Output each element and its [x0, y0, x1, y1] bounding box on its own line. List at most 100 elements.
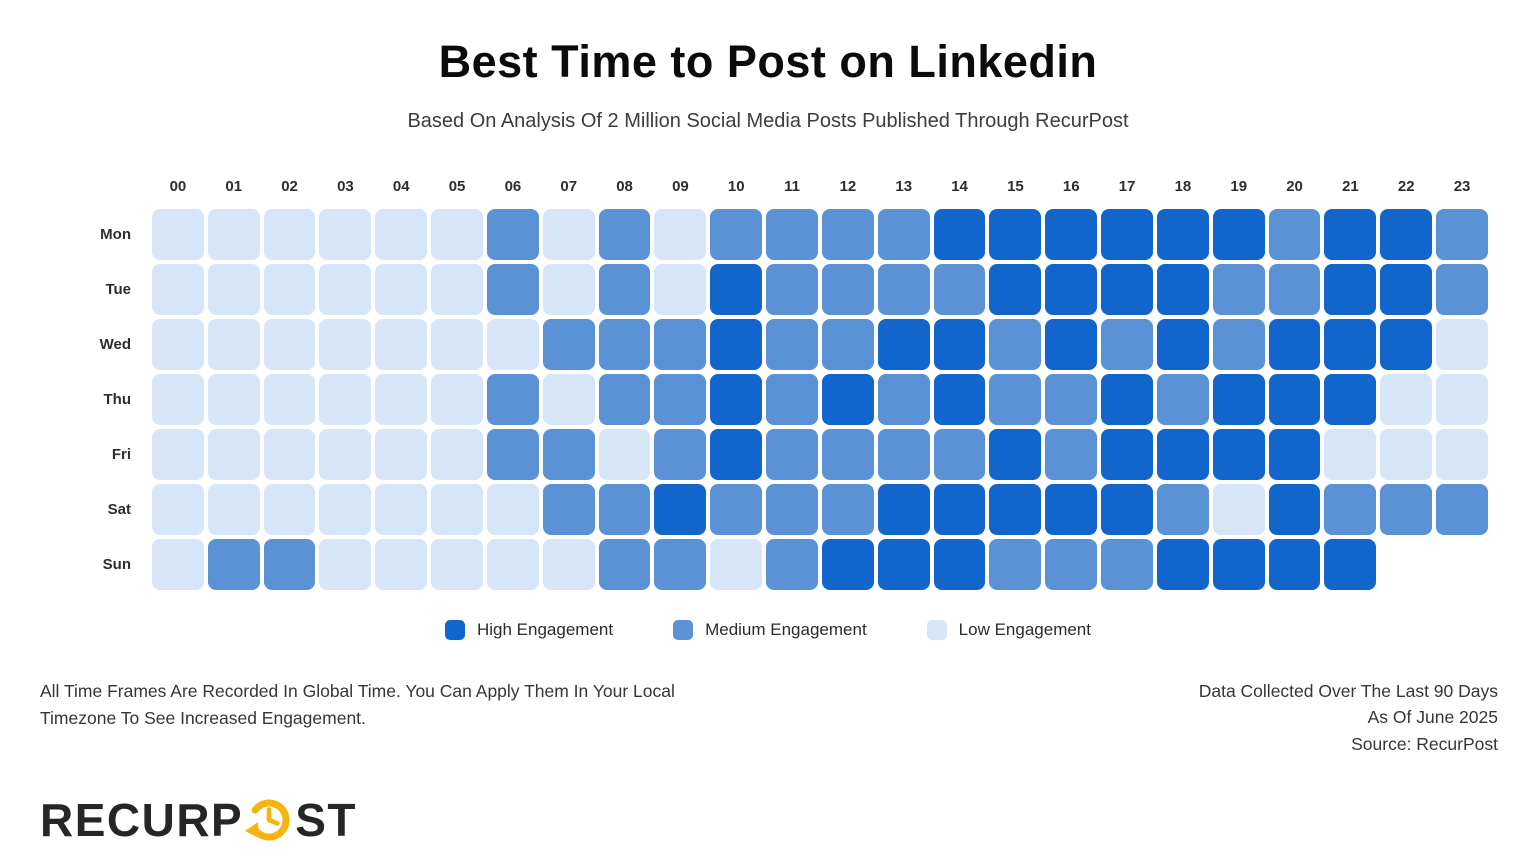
hour-label-05: 05	[448, 178, 466, 195]
legend-swatch	[926, 620, 947, 640]
hour-label-23: 23	[1453, 178, 1471, 195]
heatmap-cell-fri-21	[1324, 429, 1377, 480]
heatmap-cell-mon-04	[375, 209, 428, 260]
legend-item-low-engagement: Low Engagement	[926, 620, 1091, 640]
heatmap-cell-mon-14	[933, 209, 986, 260]
heatmap-cell-wed-23	[1436, 319, 1488, 370]
heatmap-cell-sun-13	[877, 539, 930, 590]
heatmap-cell-thu-21	[1324, 374, 1377, 425]
heatmap-cell-wed-07	[542, 319, 595, 370]
hour-label-06: 06	[504, 178, 522, 195]
heatmap-cell-mon-19	[1212, 209, 1265, 260]
legend-label: Low Engagement	[958, 620, 1091, 639]
heatmap-cell-sun-15	[989, 539, 1042, 590]
heatmap-cell-fri-09	[654, 429, 707, 480]
heatmap-cell-thu-00	[152, 374, 204, 425]
hour-label-18: 18	[1174, 178, 1192, 195]
heatmap-cell-mon-21	[1324, 209, 1377, 260]
heatmap-cell-sun-19	[1212, 539, 1265, 590]
heatmap-cell-wed-00	[152, 319, 204, 370]
heatmap-cell-fri-11	[766, 429, 818, 480]
heatmap-cell-thu-18	[1156, 374, 1209, 425]
heatmap-cell-thu-13	[877, 374, 930, 425]
heatmap-cell-sat-12	[821, 484, 874, 535]
legend-label: Medium Engagement	[705, 620, 867, 639]
heatmap-cell-mon-10	[710, 209, 763, 260]
legend-label: High Engagement	[476, 620, 614, 639]
heatmap-cell-thu-17	[1101, 374, 1153, 425]
heatmap-cell-sun-03	[319, 539, 372, 590]
heatmap-cell-mon-18	[1156, 209, 1209, 260]
heatmap-cell-thu-12	[821, 374, 874, 425]
heatmap-cell-wed-14	[933, 319, 986, 370]
heatmap-cell-wed-08	[598, 319, 651, 370]
heatmap-cell-mon-16	[1045, 209, 1098, 260]
heatmap-cell-sat-14	[933, 484, 986, 535]
heatmap-cell-sun-16	[1045, 539, 1098, 590]
heatmap-cell-tue-21	[1324, 264, 1377, 315]
heatmap-cell-thu-06	[486, 374, 539, 425]
heatmap-cell-mon-15	[989, 209, 1042, 260]
heatmap-cell-fri-00	[152, 429, 204, 480]
heatmap-cell-sun-09	[654, 539, 707, 590]
heatmap-cell-fri-14	[933, 429, 986, 480]
hour-label-19: 19	[1230, 178, 1248, 195]
heatmap-cell-thu-23	[1436, 374, 1488, 425]
heatmap-cell-sun-17	[1101, 539, 1153, 590]
hour-label-22: 22	[1397, 178, 1415, 195]
footnotes: All Time Frames Are Recorded In Global T…	[40, 678, 1498, 757]
hour-label-15: 15	[1007, 178, 1024, 195]
heatmap-cell-fri-22	[1380, 429, 1433, 480]
heatmap-cell-fri-05	[431, 429, 483, 480]
heatmap-cell-mon-17	[1101, 209, 1153, 260]
heatmap-cell-tue-01	[207, 264, 260, 315]
heatmap-cell-thu-05	[431, 374, 483, 425]
heatmap-cell-tue-17	[1101, 264, 1153, 315]
heatmap-cell-wed-03	[319, 319, 372, 370]
heatmap-cell-sun-20	[1268, 539, 1321, 590]
heatmap-cell-sun-06	[486, 539, 539, 590]
heatmap-cell-sat-15	[989, 484, 1042, 535]
heatmap-cell-sun-21	[1324, 539, 1377, 590]
hour-label-08: 08	[616, 178, 633, 195]
heatmap-cell-sat-20	[1268, 484, 1321, 535]
hour-label-09: 09	[672, 178, 689, 195]
legend: High Engagement Medium Engagement Low Enga…	[0, 620, 1536, 640]
heatmap-cell-sat-17	[1101, 484, 1153, 535]
heatmap-cell-sun-07	[542, 539, 595, 590]
heatmap-cell-tue-09	[654, 264, 707, 315]
heatmap-cell-tue-08	[598, 264, 651, 315]
day-label-sat: Sat	[107, 501, 131, 518]
heatmap-cell-sun-08	[598, 539, 651, 590]
heatmap-cell-wed-11	[766, 319, 818, 370]
heatmap-cell-tue-06	[486, 264, 539, 315]
day-label-wed: Wed	[99, 336, 131, 353]
engagement-heatmap: 00 01 02 03 04 05 06 07 08 09 10 11 12 13 14 15 16 17 18 19…	[40, 175, 1488, 590]
heatmap-cell-tue-12	[821, 264, 874, 315]
heatmap-cell-sat-22	[1380, 484, 1433, 535]
hour-label-13: 13	[895, 178, 913, 195]
heatmap-cell-sat-13	[877, 484, 930, 535]
day-label-tue: Tue	[105, 281, 131, 298]
heatmap-cell-sat-01	[207, 484, 260, 535]
heatmap-cell-thu-04	[375, 374, 428, 425]
heatmap-cell-wed-02	[263, 319, 316, 370]
heatmap-cell-tue-23	[1436, 264, 1488, 315]
day-label-sun: Sun	[102, 556, 131, 573]
heatmap-cell-fri-06	[486, 429, 539, 480]
heatmap-cell-mon-05	[431, 209, 483, 260]
heatmap-cell-thu-01	[207, 374, 260, 425]
legend-swatch	[673, 620, 694, 640]
heatmap-cell-mon-09	[654, 209, 707, 260]
heatmap-cell-fri-07	[542, 429, 595, 480]
hour-label-17: 17	[1118, 178, 1136, 195]
heatmap-cell-mon-00	[152, 209, 204, 260]
heatmap-cell-sat-00	[152, 484, 204, 535]
heatmap-cell-tue-04	[375, 264, 428, 315]
heatmap-cell-sat-18	[1156, 484, 1209, 535]
heatmap-cell-tue-14	[933, 264, 986, 315]
heatmap-cell-mon-11	[766, 209, 818, 260]
heatmap-cell-sat-08	[598, 484, 651, 535]
heatmap-cell-mon-07	[542, 209, 595, 260]
infographic-page: Best Time to Post on Linkedin Based On A…	[0, 36, 1536, 847]
